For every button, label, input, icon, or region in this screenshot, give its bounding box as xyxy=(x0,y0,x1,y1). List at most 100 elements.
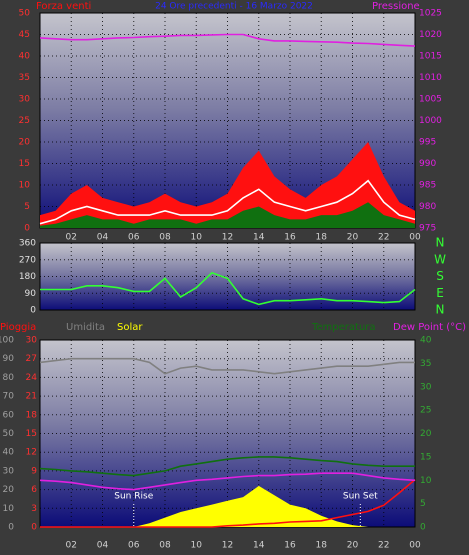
y2-tick-label: 1015 xyxy=(419,52,442,62)
series-line xyxy=(40,271,416,306)
y-tick-label: 180 xyxy=(19,272,36,282)
x-tick-label: 20 xyxy=(347,233,359,243)
x-tick-label: 02 xyxy=(66,541,77,551)
legend-label: Umidita xyxy=(66,322,105,333)
y2-tick-label: 985 xyxy=(419,181,436,191)
y-tick-label: 30 xyxy=(19,95,31,105)
x-tick-label: 04 xyxy=(97,541,109,551)
x-tick-label: 18 xyxy=(316,541,328,551)
series-line xyxy=(39,456,415,477)
x-tick-label: 00 xyxy=(409,541,421,551)
y3-tick-label: 15 xyxy=(26,429,37,439)
y-tick-label: 20 xyxy=(19,138,31,148)
y-tick-label: 30 xyxy=(3,466,15,476)
y3-tick-label: 12 xyxy=(26,448,37,458)
x-tick-label: 10 xyxy=(191,233,203,243)
y2-tick-label: 995 xyxy=(419,138,436,148)
x-tick-label: 10 xyxy=(191,541,203,551)
y-tick-label: 270 xyxy=(19,255,36,265)
x-tick-label: 00 xyxy=(409,233,421,243)
x-tick-label: 22 xyxy=(378,541,389,551)
y-tick-label: 10 xyxy=(3,504,15,514)
y2-tick-label: 990 xyxy=(419,159,436,169)
y2-tick-label: 1025 xyxy=(419,9,442,19)
series-line xyxy=(39,33,416,47)
y3-tick-label: 30 xyxy=(26,336,38,346)
x-tick-label: 12 xyxy=(222,233,233,243)
series-area xyxy=(40,202,415,228)
y2-tick-label: 10 xyxy=(420,476,432,486)
y2-tick-label: 1005 xyxy=(419,95,442,105)
annotation: Sun Set xyxy=(343,492,378,502)
y2-tick-label: 980 xyxy=(419,202,436,212)
y2-tick-label: W xyxy=(434,252,446,266)
y-tick-label: 360 xyxy=(19,239,36,249)
y3-tick-label: 0 xyxy=(31,523,37,533)
y-tick-label: 0 xyxy=(24,224,30,234)
y2-tick-label: 40 xyxy=(420,336,432,346)
x-tick-label: 08 xyxy=(159,541,171,551)
series-line xyxy=(39,357,415,375)
x-tick-label: 06 xyxy=(128,233,140,243)
x-tick-label: 16 xyxy=(284,541,296,551)
y-tick-label: 10 xyxy=(19,181,31,191)
y2-tick-label: S xyxy=(436,269,444,283)
series-area xyxy=(40,485,415,527)
y-tick-label: 70 xyxy=(3,392,15,402)
legend-label: Pressione xyxy=(372,1,420,12)
chart-title: 24 Ore precedenti - 16 Marzo 2022 xyxy=(155,2,313,12)
y2-tick-label: 15 xyxy=(420,452,431,462)
y2-tick-label: 0 xyxy=(420,523,426,533)
y-tick-label: 0 xyxy=(8,523,14,533)
x-tick-label: 02 xyxy=(66,233,77,243)
y3-tick-label: 9 xyxy=(31,466,37,476)
y3-tick-label: 27 xyxy=(26,354,37,364)
y-tick-label: 50 xyxy=(3,429,15,439)
series-line xyxy=(40,478,416,528)
annotation: Sun Rise xyxy=(114,492,153,502)
y-tick-label: 25 xyxy=(19,116,30,126)
legend-label: Dew Point (°C) xyxy=(393,322,466,333)
y2-tick-label: 975 xyxy=(419,224,436,234)
y2-tick-label: 1010 xyxy=(419,73,442,83)
y2-tick-label: 1020 xyxy=(419,30,442,40)
x-tick-label: 08 xyxy=(159,233,171,243)
y2-tick-label: 30 xyxy=(420,382,432,392)
y2-tick-label: N xyxy=(436,236,445,250)
y3-tick-label: 21 xyxy=(26,392,37,402)
y2-tick-label: E xyxy=(436,286,444,300)
y3-tick-label: 6 xyxy=(31,485,37,495)
legend-label: Temperatura xyxy=(311,322,376,333)
x-tick-label: 20 xyxy=(347,541,359,551)
y2-tick-label: 1000 xyxy=(419,116,442,126)
y3-tick-label: 18 xyxy=(26,410,38,420)
y-tick-label: 90 xyxy=(3,354,15,364)
y-tick-label: 45 xyxy=(19,30,30,40)
y-tick-label: 50 xyxy=(19,9,31,19)
y2-tick-label: 35 xyxy=(420,359,431,369)
x-tick-label: 22 xyxy=(378,233,389,243)
y-tick-label: 80 xyxy=(3,373,15,383)
x-tick-label: 14 xyxy=(253,541,265,551)
y-tick-label: 0 xyxy=(30,306,36,316)
x-tick-label: 06 xyxy=(128,541,140,551)
y-tick-label: 40 xyxy=(19,52,31,62)
y-tick-label: 35 xyxy=(19,73,30,83)
y2-tick-label: 20 xyxy=(420,429,432,439)
x-tick-label: 16 xyxy=(284,233,296,243)
legend-label: Solar xyxy=(117,322,143,333)
legend-label: Pioggia xyxy=(0,322,36,333)
y2-tick-label: 5 xyxy=(420,499,426,509)
y-tick-label: 40 xyxy=(3,448,15,458)
x-tick-label: 12 xyxy=(222,541,233,551)
series-line xyxy=(39,472,416,491)
x-tick-label: 14 xyxy=(253,233,265,243)
y-tick-label: 100 xyxy=(0,336,14,346)
y-tick-label: 20 xyxy=(3,485,15,495)
y-tick-label: 5 xyxy=(24,202,30,212)
legend-label: Forza venti xyxy=(36,1,91,12)
y3-tick-label: 24 xyxy=(26,373,38,383)
y2-tick-label: N xyxy=(436,303,445,317)
y-tick-label: 60 xyxy=(3,410,15,420)
